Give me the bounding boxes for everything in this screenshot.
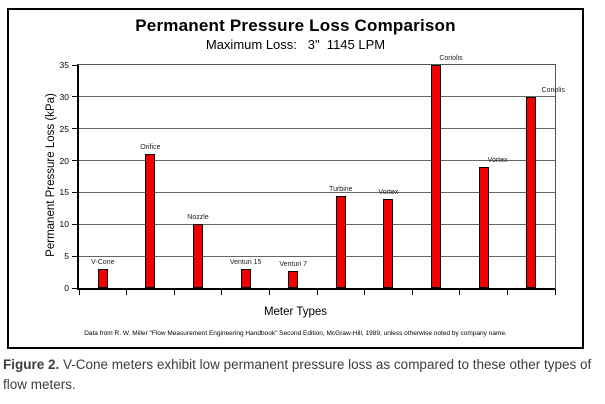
figure-caption: Figure 2. V-Cone meters exhibit low perm… — [3, 355, 602, 394]
y-axis-tick-label: 15 — [59, 187, 69, 198]
plot-area: 0 5 10 15 20 25 30 35 V-Cone Orifice Nozzle Venturi… — [60, 55, 565, 295]
y-axis-tick-label: 10 — [59, 219, 69, 230]
gridline — [79, 255, 555, 257]
y-axis-tick — [72, 128, 77, 130]
bar-label: Coriolis — [541, 86, 565, 94]
y-axis-title: Permanent Pressure Loss (kPa) — [45, 93, 57, 257]
x-axis-tick — [78, 290, 80, 295]
x-axis-title: Meter Types — [263, 306, 328, 318]
chart-figure-frame: Permanent Pressure Loss Comparison Maxim… — [7, 8, 584, 349]
x-axis-tick — [268, 290, 270, 295]
x-axis-tick — [554, 290, 556, 295]
gridline — [79, 160, 555, 162]
figure-caption-text: V-Cone meters exhibit low permanent pres… — [3, 357, 592, 392]
bar-label: Coriolis — [439, 55, 463, 62]
bar-v-cone — [97, 268, 108, 288]
bar-venturi-7 — [288, 270, 299, 288]
y-axis-tick-label: 35 — [59, 60, 69, 70]
x-axis-tick — [126, 290, 128, 295]
x-axis-tick — [411, 290, 413, 295]
bar-vortex — [383, 198, 394, 288]
bar-vortex — [478, 166, 489, 288]
x-axis-tick — [221, 290, 223, 295]
y-axis-tick-label: 0 — [64, 283, 69, 293]
x-axis-tick — [506, 290, 508, 295]
y-axis-tick — [72, 160, 77, 162]
bar-label: Vortex — [378, 188, 399, 196]
bar-orifice — [145, 154, 156, 288]
chart-subtitle: Maximum Loss: 3" 1145 LPM — [205, 37, 386, 52]
y-axis-tick — [72, 96, 77, 98]
figure-caption-label: Figure 2. — [3, 357, 60, 372]
x-axis-tick — [173, 290, 175, 295]
bar-label: Nozzle — [187, 214, 209, 222]
gridline — [79, 96, 555, 98]
bar-label: Turbine — [329, 185, 353, 193]
x-axis-tick — [316, 290, 318, 295]
y-axis-tick-label: 20 — [59, 155, 69, 166]
x-axis-tick — [459, 290, 461, 295]
bar-coriolis — [431, 65, 441, 288]
gridline — [79, 191, 555, 193]
bar-label: V-Cone — [91, 258, 115, 266]
bar-label: Vortex — [487, 156, 508, 164]
bar-venturi-15 — [240, 268, 251, 288]
x-axis-tick — [364, 290, 366, 295]
y-axis-tick-label: 5 — [64, 251, 69, 262]
bar-nozzle — [193, 224, 203, 288]
y-axis-tick-label: 30 — [59, 91, 69, 102]
chart-title: Permanent Pressure Loss Comparison — [135, 16, 456, 35]
bar-label: Orifice — [140, 144, 161, 152]
bar-coriolis — [526, 96, 537, 288]
source-footnote: Data from R. W. Miller "Flow Measurement… — [84, 330, 507, 337]
y-axis-tick — [72, 191, 77, 193]
gridline — [79, 223, 555, 225]
bar-label: Venturi 7 — [279, 260, 308, 268]
y-axis-tick — [72, 223, 77, 225]
bar-turbine — [335, 195, 346, 288]
gridline — [79, 128, 555, 130]
y-axis-tick — [72, 255, 77, 257]
y-axis-tick-label: 25 — [59, 123, 69, 134]
bar-label: Venturi 15 — [229, 258, 262, 266]
y-axis-tick — [72, 64, 77, 66]
y-axis-tick — [72, 287, 77, 289]
